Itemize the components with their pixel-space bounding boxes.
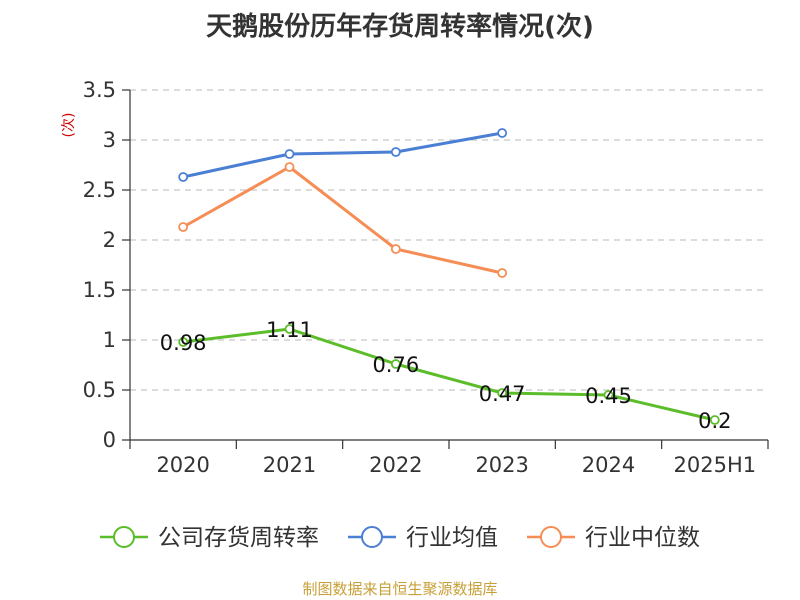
- legend-marker: [361, 526, 383, 548]
- series-line-0: [182, 327, 716, 422]
- data-point: [497, 128, 508, 138]
- legend-marker: [540, 526, 562, 548]
- series-points: [178, 128, 720, 425]
- y-tick-label: 3.5: [83, 78, 116, 102]
- x-tick-label: 2022: [369, 453, 422, 477]
- legend-item: 行业均值: [348, 525, 498, 551]
- y-tick-label: 0.5: [83, 378, 116, 402]
- data-labels: 0.98 1.11 0.76 0.47 0.45 0.2: [160, 318, 732, 433]
- legend-marker: [113, 526, 135, 548]
- data-point: [284, 324, 295, 334]
- y-tick-label: 3: [103, 128, 116, 152]
- data-label: 0.45: [585, 384, 632, 408]
- x-tick-label: 2021: [263, 453, 316, 477]
- data-label: 0.98: [160, 331, 207, 355]
- data-point: [178, 222, 189, 232]
- series-line-2: [182, 165, 503, 275]
- axes: [122, 89, 769, 449]
- data-point: [178, 337, 189, 347]
- data-point: [497, 268, 508, 278]
- data-point: [390, 147, 401, 157]
- legend-item: 公司存货周转率: [100, 525, 319, 551]
- legend-label: 公司存货周转率: [158, 525, 319, 551]
- series-lines: [182, 131, 716, 422]
- data-label: 0.47: [479, 382, 526, 406]
- grid-lines: [130, 89, 768, 391]
- y-tick-label: 2: [103, 228, 116, 252]
- series-line-1: [182, 131, 503, 179]
- legend-label: 行业均值: [406, 525, 498, 551]
- data-point: [284, 149, 295, 159]
- data-label: 1.11: [266, 318, 313, 342]
- data-point: [603, 390, 614, 400]
- legend-item: 行业中位数: [527, 525, 700, 551]
- x-tick-label: 2024: [582, 453, 635, 477]
- data-point: [497, 388, 508, 398]
- x-tick-labels: 2020 2021 2022 2023 2024 2025H1: [156, 453, 756, 477]
- data-label: 0.76: [372, 353, 419, 377]
- x-tick-label: 2023: [475, 453, 528, 477]
- data-point: [390, 359, 401, 369]
- y-axis-unit-label: (次): [61, 113, 77, 138]
- data-point: [284, 162, 295, 172]
- data-point: [178, 172, 189, 182]
- y-tick-label: 1: [103, 328, 116, 352]
- source-note: 制图数据来自恒生聚源数据库: [302, 580, 498, 598]
- y-tick-labels: 0 0.5 1 1.5 2 2.5 3 3.5: [83, 78, 116, 452]
- y-tick-label: 2.5: [83, 178, 116, 202]
- chart-title: 天鹅股份历年存货周转率情况(次): [206, 12, 594, 42]
- y-tick-label: 1.5: [83, 278, 116, 302]
- y-tick-label: 0: [103, 428, 116, 452]
- legend-label: 行业中位数: [585, 525, 700, 551]
- x-tick-label: 2025H1: [674, 453, 757, 477]
- legend: 公司存货周转率 行业均值 行业中位数: [100, 525, 700, 551]
- data-point: [390, 244, 401, 254]
- data-label: 0.2: [698, 409, 731, 433]
- data-point: [709, 415, 720, 425]
- x-tick-label: 2020: [156, 453, 209, 477]
